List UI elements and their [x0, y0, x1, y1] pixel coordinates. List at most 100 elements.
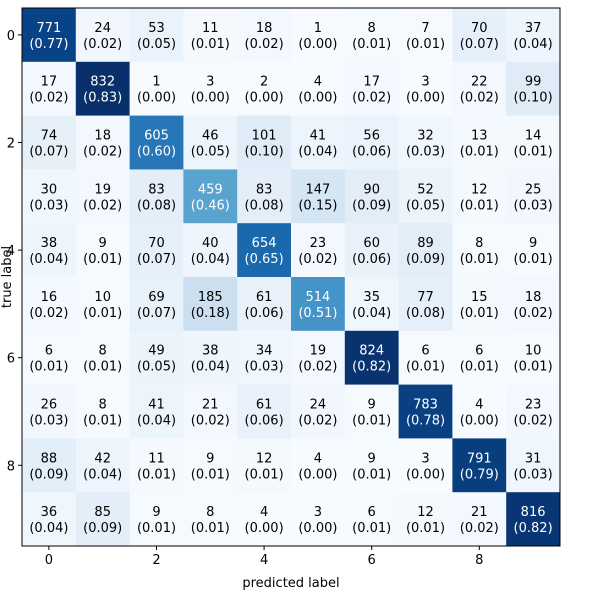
y-axis-label: true label [0, 246, 15, 308]
cell-fraction-label: (0.00) [191, 91, 230, 106]
cell-fraction-label: (0.01) [245, 467, 284, 482]
cell-count-label: 30 [41, 182, 58, 197]
heatmap-cell [506, 8, 561, 63]
heatmap-cell [237, 61, 292, 117]
heatmap-cell [344, 384, 400, 439]
heatmap-cell [237, 223, 292, 278]
cell-fraction-label: (0.02) [460, 91, 499, 106]
heatmap-cell [291, 115, 346, 170]
y-tick-label: 8 [7, 459, 15, 474]
cell-count-label: 40 [202, 236, 219, 251]
cell-count-label: 11 [202, 21, 219, 36]
y-tick-label: 6 [7, 352, 15, 367]
cell-fraction-label: (0.02) [29, 306, 68, 321]
cell-fraction-label: (0.02) [83, 37, 122, 52]
heatmap-cell [237, 384, 292, 439]
cell-fraction-label: (0.00) [406, 91, 445, 106]
heatmap-cell [291, 223, 346, 278]
heatmap-cell [506, 61, 561, 117]
cell-fraction-label: (0.01) [191, 37, 230, 52]
cell-count-label: 8 [99, 344, 107, 359]
cell-fraction-label: (0.01) [191, 467, 230, 482]
cell-fraction-label: (0.51) [298, 306, 337, 321]
cell-fraction-label: (0.04) [191, 252, 230, 267]
cell-count-label: 19 [310, 344, 327, 359]
cell-fraction-label: (0.01) [514, 360, 553, 375]
cell-count-label: 6 [368, 505, 376, 520]
cell-count-label: 9 [152, 505, 160, 520]
cell-fraction-label: (0.00) [245, 521, 284, 536]
heatmap-cell [506, 330, 561, 386]
cell-fraction-label: (0.01) [460, 360, 499, 375]
cell-fraction-label: (0.02) [514, 306, 553, 321]
cell-fraction-label: (0.00) [137, 91, 176, 106]
heatmap-cell [398, 223, 453, 278]
heatmap-cell [237, 277, 292, 332]
heatmap-cell [398, 277, 453, 332]
cell-fraction-label: (0.04) [191, 360, 230, 375]
heatmap-cell [344, 8, 400, 63]
cell-count-label: 13 [471, 129, 488, 144]
cell-count-label: 21 [202, 398, 219, 413]
cell-count-label: 1 [314, 21, 322, 36]
cell-fraction-label: (0.01) [514, 252, 553, 267]
cell-fraction-label: (0.01) [406, 37, 445, 52]
heatmap-cell [75, 169, 131, 224]
cell-fraction-label: (0.07) [29, 145, 68, 160]
cell-count-label: 22 [471, 75, 488, 90]
cell-count-label: 11 [148, 451, 165, 466]
cell-fraction-label: (0.08) [406, 306, 445, 321]
cell-fraction-label: (0.01) [460, 252, 499, 267]
cell-count-label: 185 [198, 290, 223, 305]
y-tick-label: 0 [7, 29, 15, 44]
x-tick-label: 0 [45, 553, 53, 568]
heatmap-cell [506, 277, 561, 332]
cell-fraction-label: (0.06) [352, 252, 391, 267]
heatmap-cell [22, 277, 77, 332]
heatmap-cell [291, 169, 346, 224]
heatmap-cell [129, 492, 184, 547]
cell-count-label: 21 [471, 505, 488, 520]
cell-fraction-label: (0.02) [83, 198, 122, 213]
heatmap-cell [183, 169, 238, 224]
heatmap-cell [22, 115, 77, 170]
heatmap-cell [183, 438, 238, 493]
cell-count-label: 24 [310, 398, 327, 413]
heatmap-cell [129, 169, 184, 224]
cell-fraction-label: (0.01) [352, 414, 391, 429]
cell-fraction-label: (0.03) [29, 414, 68, 429]
cell-count-label: 61 [256, 290, 273, 305]
cell-fraction-label: (0.06) [245, 414, 284, 429]
y-tick-label: 4 [7, 244, 15, 259]
cell-count-label: 88 [41, 451, 58, 466]
cell-count-label: 791 [467, 451, 492, 466]
cell-count-label: 3 [421, 451, 429, 466]
heatmap-cell [183, 61, 238, 117]
cell-count-label: 3 [314, 505, 322, 520]
x-tick-label: 8 [475, 553, 483, 568]
heatmap-cell [344, 330, 400, 386]
cell-count-label: 3 [206, 75, 214, 90]
heatmap-cell [183, 277, 238, 332]
cell-count-label: 24 [94, 21, 111, 36]
heatmap-cell [129, 8, 184, 63]
cell-fraction-label: (0.06) [245, 306, 284, 321]
cell-count-label: 15 [471, 290, 488, 305]
cell-count-label: 3 [421, 75, 429, 90]
cell-count-label: 514 [305, 290, 330, 305]
cell-fraction-label: (0.05) [191, 145, 230, 160]
heatmap-cell [452, 8, 507, 63]
heatmap-cell [344, 223, 400, 278]
cell-count-label: 2 [260, 75, 268, 90]
cell-count-label: 83 [256, 182, 273, 197]
cell-fraction-label: (0.04) [137, 414, 176, 429]
heatmap-cell [129, 115, 184, 170]
heatmap-cell [452, 492, 507, 547]
cell-count-label: 26 [41, 398, 58, 413]
heatmap-cell [452, 330, 507, 386]
cell-count-label: 18 [256, 21, 273, 36]
cell-count-label: 12 [471, 182, 488, 197]
heatmap-cell [452, 277, 507, 332]
heatmap-cell [344, 492, 400, 547]
